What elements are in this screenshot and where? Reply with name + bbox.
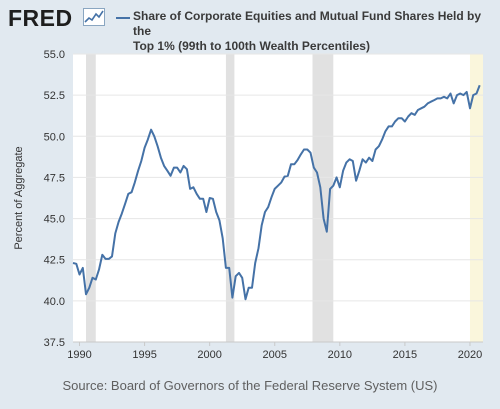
fred-logo: FRED — [8, 5, 73, 31]
recession-band — [312, 54, 334, 342]
x-tick-label: 1995 — [132, 349, 156, 361]
legend-label-line2: Top 1% (99th to 100th Wealth Percentiles… — [133, 39, 370, 53]
source-note: Source: Board of Governors of the Federa… — [62, 378, 438, 393]
y-tick-label: 40.0 — [44, 296, 65, 308]
y-tick-label: 47.5 — [44, 172, 65, 184]
legend-label-line1: Share of Corporate Equities and Mutual F… — [133, 9, 482, 38]
x-tick-label: 2020 — [458, 349, 482, 361]
x-tick-label: 2000 — [197, 349, 221, 361]
y-axis-label: Percent of Aggregate — [13, 146, 25, 249]
legend-swatch — [116, 17, 130, 19]
y-tick-label: 42.5 — [44, 255, 65, 267]
chart-header: FRED Share of Corporate Equities and Mut… — [0, 0, 500, 53]
x-tick-label: 2005 — [263, 349, 287, 361]
sparkline-chart-icon — [83, 8, 105, 26]
y-tick-label: 55.0 — [44, 49, 65, 61]
y-tick-label: 50.0 — [44, 131, 65, 143]
series-line — [72, 84, 481, 301]
x-tick-label: 2015 — [393, 349, 417, 361]
legend-label: Share of Corporate Equities and Mutual F… — [133, 9, 493, 54]
y-tick-label: 52.5 — [44, 90, 65, 102]
highlight-band — [469, 54, 483, 342]
plot-area — [73, 54, 483, 342]
y-tick-label: 45.0 — [44, 214, 65, 226]
recession-band — [86, 54, 96, 342]
recession-band — [225, 54, 235, 342]
line-chart: 37.5 40.0 42.5 45.0 47.5 50.0 52.5 55.0 1990 1995… — [13, 49, 483, 361]
x-tick-label: 1990 — [67, 349, 91, 361]
y-tick-label: 37.5 — [44, 337, 65, 349]
x-tick-label: 2010 — [328, 349, 352, 361]
